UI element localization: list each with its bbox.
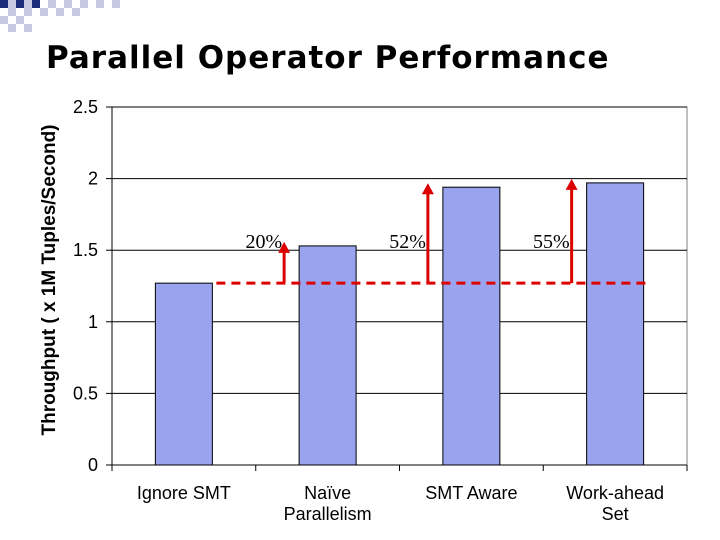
checker-square (48, 0, 56, 8)
bar (298, 245, 357, 466)
x-tick-label: Naïve (304, 483, 351, 503)
checker-square (8, 8, 16, 16)
checker-square (8, 0, 16, 8)
bar (154, 282, 213, 466)
checker-square (80, 0, 88, 8)
checker-square (16, 0, 24, 8)
y-tick-label: 2.5 (73, 97, 98, 117)
checker-square (16, 8, 24, 16)
growth-label: 52% (389, 231, 426, 253)
checker-square (32, 8, 40, 16)
x-tick-label: Set (602, 504, 629, 524)
checker-square (8, 16, 16, 24)
checker-square (72, 8, 80, 16)
checker-square (0, 0, 8, 8)
checker-square (40, 8, 48, 16)
slide-title: Parallel Operator Performance (46, 40, 610, 76)
checker-square (112, 0, 120, 8)
checker-square (56, 8, 64, 16)
y-tick-label: 1.5 (73, 240, 98, 260)
arrow-head-icon (278, 241, 291, 253)
checker-square (8, 24, 16, 32)
checker-square (48, 8, 56, 16)
checker-square (24, 0, 32, 8)
growth-label: 20% (245, 231, 282, 253)
checker-square (56, 0, 64, 8)
y-tick-label: 2 (88, 169, 98, 189)
y-tick-label: 1 (88, 312, 98, 332)
bar (442, 186, 501, 466)
arrow-head-icon (421, 183, 434, 195)
y-tick-label: 0.5 (73, 383, 98, 403)
checker-square (0, 24, 8, 32)
checker-decoration (0, 0, 128, 32)
checker-square (24, 16, 32, 24)
x-tick-label: Work-ahead (566, 483, 664, 503)
x-tick-label: Parallelism (284, 504, 372, 524)
growth-label: 55% (533, 231, 570, 253)
checker-square (24, 24, 32, 32)
checker-square (72, 0, 80, 8)
x-tick-label: SMT Aware (425, 483, 517, 503)
checker-square (32, 0, 40, 8)
checker-square (0, 8, 8, 16)
checker-square (88, 0, 96, 8)
checker-square (64, 0, 72, 8)
x-tick-label: Ignore SMT (137, 483, 231, 503)
checker-square (40, 0, 48, 8)
checker-square (120, 0, 128, 8)
checker-square (24, 8, 32, 16)
checker-square (64, 8, 72, 16)
checker-square (104, 0, 112, 8)
checker-square (16, 16, 24, 24)
bar (586, 182, 645, 466)
y-tick-label: 0 (88, 455, 98, 475)
checker-square (0, 16, 8, 24)
checker-square (16, 24, 24, 32)
checker-square (96, 0, 104, 8)
arrow-head-icon (565, 178, 578, 190)
y-axis-title: Throughput ( x 1M Tuples/Second) (39, 124, 60, 435)
